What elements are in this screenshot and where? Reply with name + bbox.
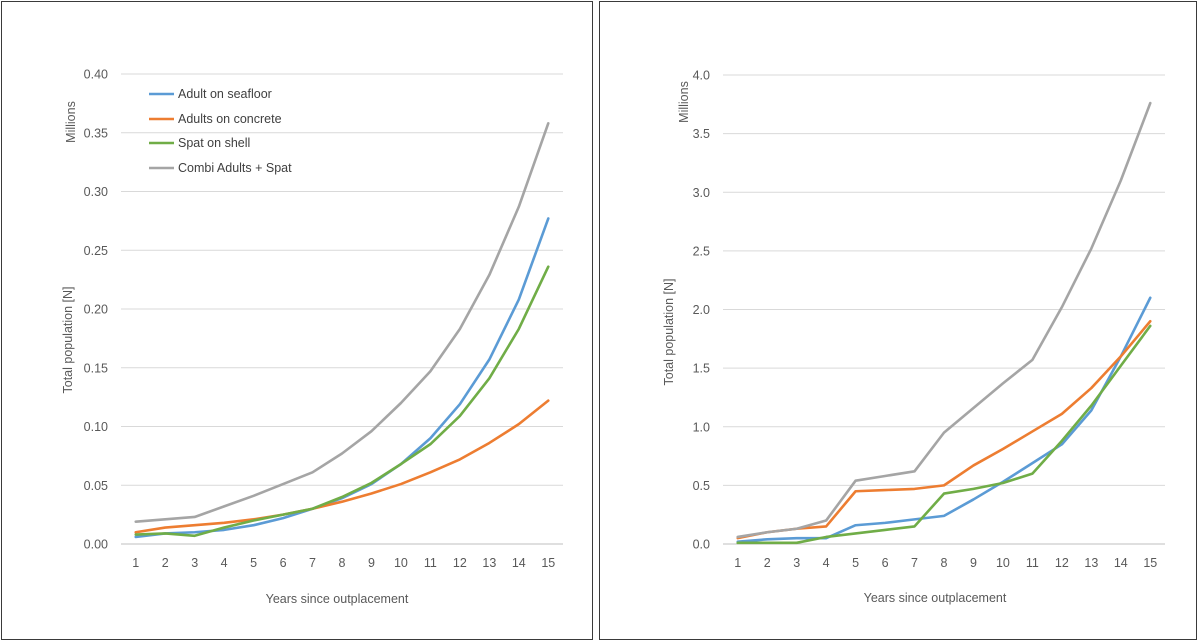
x-tick-label-left-1: 1: [132, 556, 139, 570]
y-tick-label-left-8: 0.40: [84, 68, 108, 82]
y-tick-label-left-3: 0.15: [84, 361, 108, 375]
y-tick-label-left-4: 0.20: [84, 303, 108, 317]
y-tick-label-left-0: 0.00: [84, 538, 108, 552]
grid-left: [121, 73, 563, 545]
x-tick-label-left-4: 4: [221, 556, 228, 570]
y-tick-label-right-7: 3.5: [693, 127, 710, 141]
x-tick-label-left-7: 7: [309, 556, 316, 570]
x-axis-title-left: Years since outplacement: [266, 592, 409, 606]
series-lines-right: [736, 101, 1152, 545]
legend-label-adult-on-seafloor: Adult on seafloor: [178, 87, 272, 101]
x-tick-label-left-6: 6: [280, 556, 287, 570]
x-tick-label-left-11: 11: [424, 556, 437, 570]
series-line-right-series-3: [736, 101, 1152, 539]
y-tick-label-right-2: 1.0: [693, 420, 710, 434]
x-tick-label-left-10: 10: [394, 556, 408, 570]
legend-label-spat-on-shell: Spat on shell: [178, 136, 250, 150]
x-tick-label-left-15: 15: [541, 556, 555, 570]
y-tick-label-left-7: 0.35: [84, 126, 108, 140]
x-tick-label-left-14: 14: [512, 556, 526, 570]
series-line-left-combi-adults-spat: [134, 122, 550, 523]
unit-label-left: Millions: [64, 101, 78, 143]
y-tick-label-right-3: 1.5: [693, 362, 710, 376]
y-tick-label-right-4: 2.0: [693, 303, 710, 317]
x-ticks-left: 1 2 3 4 5 6 7 8 9 10 11 12 13 14 15: [132, 556, 555, 570]
chart-right-svg: 0.00.51.01.52.02.53.03.54.0 1 2 3 4 5 6 7 8 9 10 1…: [662, 69, 1165, 605]
x-tick-label-right-4: 4: [823, 556, 830, 570]
x-tick-label-right-9: 9: [970, 556, 977, 570]
y-tick-label-right-0: 0.0: [693, 538, 710, 552]
x-tick-label-right-10: 10: [996, 556, 1010, 570]
x-tick-label-left-9: 9: [368, 556, 375, 570]
y-tick-label-right-1: 0.5: [693, 479, 710, 493]
x-tick-label-left-5: 5: [250, 556, 257, 570]
y-tick-label-right-8: 4.0: [693, 69, 710, 83]
x-tick-label-right-1: 1: [734, 556, 741, 570]
series-line-right-series-2: [736, 324, 1152, 545]
y-tick-label-right-5: 2.5: [693, 244, 710, 258]
x-tick-label-left-3: 3: [191, 556, 198, 570]
x-tick-label-right-7: 7: [911, 556, 918, 570]
series-line-left-adult-on-seafloor: [134, 217, 550, 539]
x-tick-label-right-8: 8: [941, 556, 948, 570]
x-tick-label-right-15: 15: [1143, 556, 1157, 570]
legend-label-combi-adults-spat: Combi Adults + Spat: [178, 161, 292, 175]
x-tick-label-left-8: 8: [339, 556, 346, 570]
y-tick-label-left-6: 0.30: [84, 185, 108, 199]
x-tick-label-right-14: 14: [1114, 556, 1128, 570]
chart-panel-right: 0.0 0.5 1.0 1.5 2.0 2.5 3.0 3.5 4.0 1 2 3 4 5 6 7 8 9 10 1…: [599, 1, 1197, 640]
x-tick-label-right-2: 2: [764, 556, 771, 570]
x-axis-title-right: Years since outplacement: [864, 591, 1007, 605]
y-axis-title-left: Total population [N]: [61, 286, 75, 393]
x-tick-label-left-2: 2: [162, 556, 169, 570]
y-ticks-left: 0.00 0.05 0.10 0.15 0.20 0.25 0.30 0.35 0.40: [84, 68, 108, 552]
series-line-right-series-0: [736, 296, 1152, 543]
x-tick-label-right-13: 13: [1084, 556, 1098, 570]
y-tick-label-left-1: 0.05: [84, 479, 108, 493]
unit-label-right: Millions: [677, 81, 691, 123]
x-ticks-right: 1 2 3 4 5 6 7 8 9 10 11 12 13 14 15: [734, 556, 1157, 570]
x-tick-label-left-13: 13: [482, 556, 496, 570]
y-ticks-right: 0.0 0.5 1.0 1.5 2.0 2.5 3.0 3.5 4.0: [693, 69, 710, 552]
series-line-left-spat-on-shell: [134, 265, 550, 538]
legend: Adult on seafloor Adults on concrete Spa…: [149, 87, 292, 175]
x-tick-label-right-12: 12: [1055, 556, 1069, 570]
x-tick-label-right-11: 11: [1026, 556, 1039, 570]
x-tick-label-right-6: 6: [882, 556, 889, 570]
x-tick-label-right-5: 5: [852, 556, 859, 570]
series-line-right-series-1: [736, 319, 1152, 540]
y-tick-label-right-6: 3.0: [693, 186, 710, 200]
series-lines-left: [134, 122, 550, 539]
y-tick-label-left-5: 0.25: [84, 244, 108, 258]
y-axis-title-right: Total population [N]: [662, 278, 676, 385]
series-line-left-adults-on-concrete: [134, 399, 550, 534]
x-tick-label-left-12: 12: [453, 556, 467, 570]
legend-label-adults-on-concrete: Adults on concrete: [178, 112, 282, 126]
grid-right: [723, 74, 1165, 545]
x-tick-label-right-3: 3: [793, 556, 800, 570]
y-tick-label-left-2: 0.10: [84, 420, 108, 434]
